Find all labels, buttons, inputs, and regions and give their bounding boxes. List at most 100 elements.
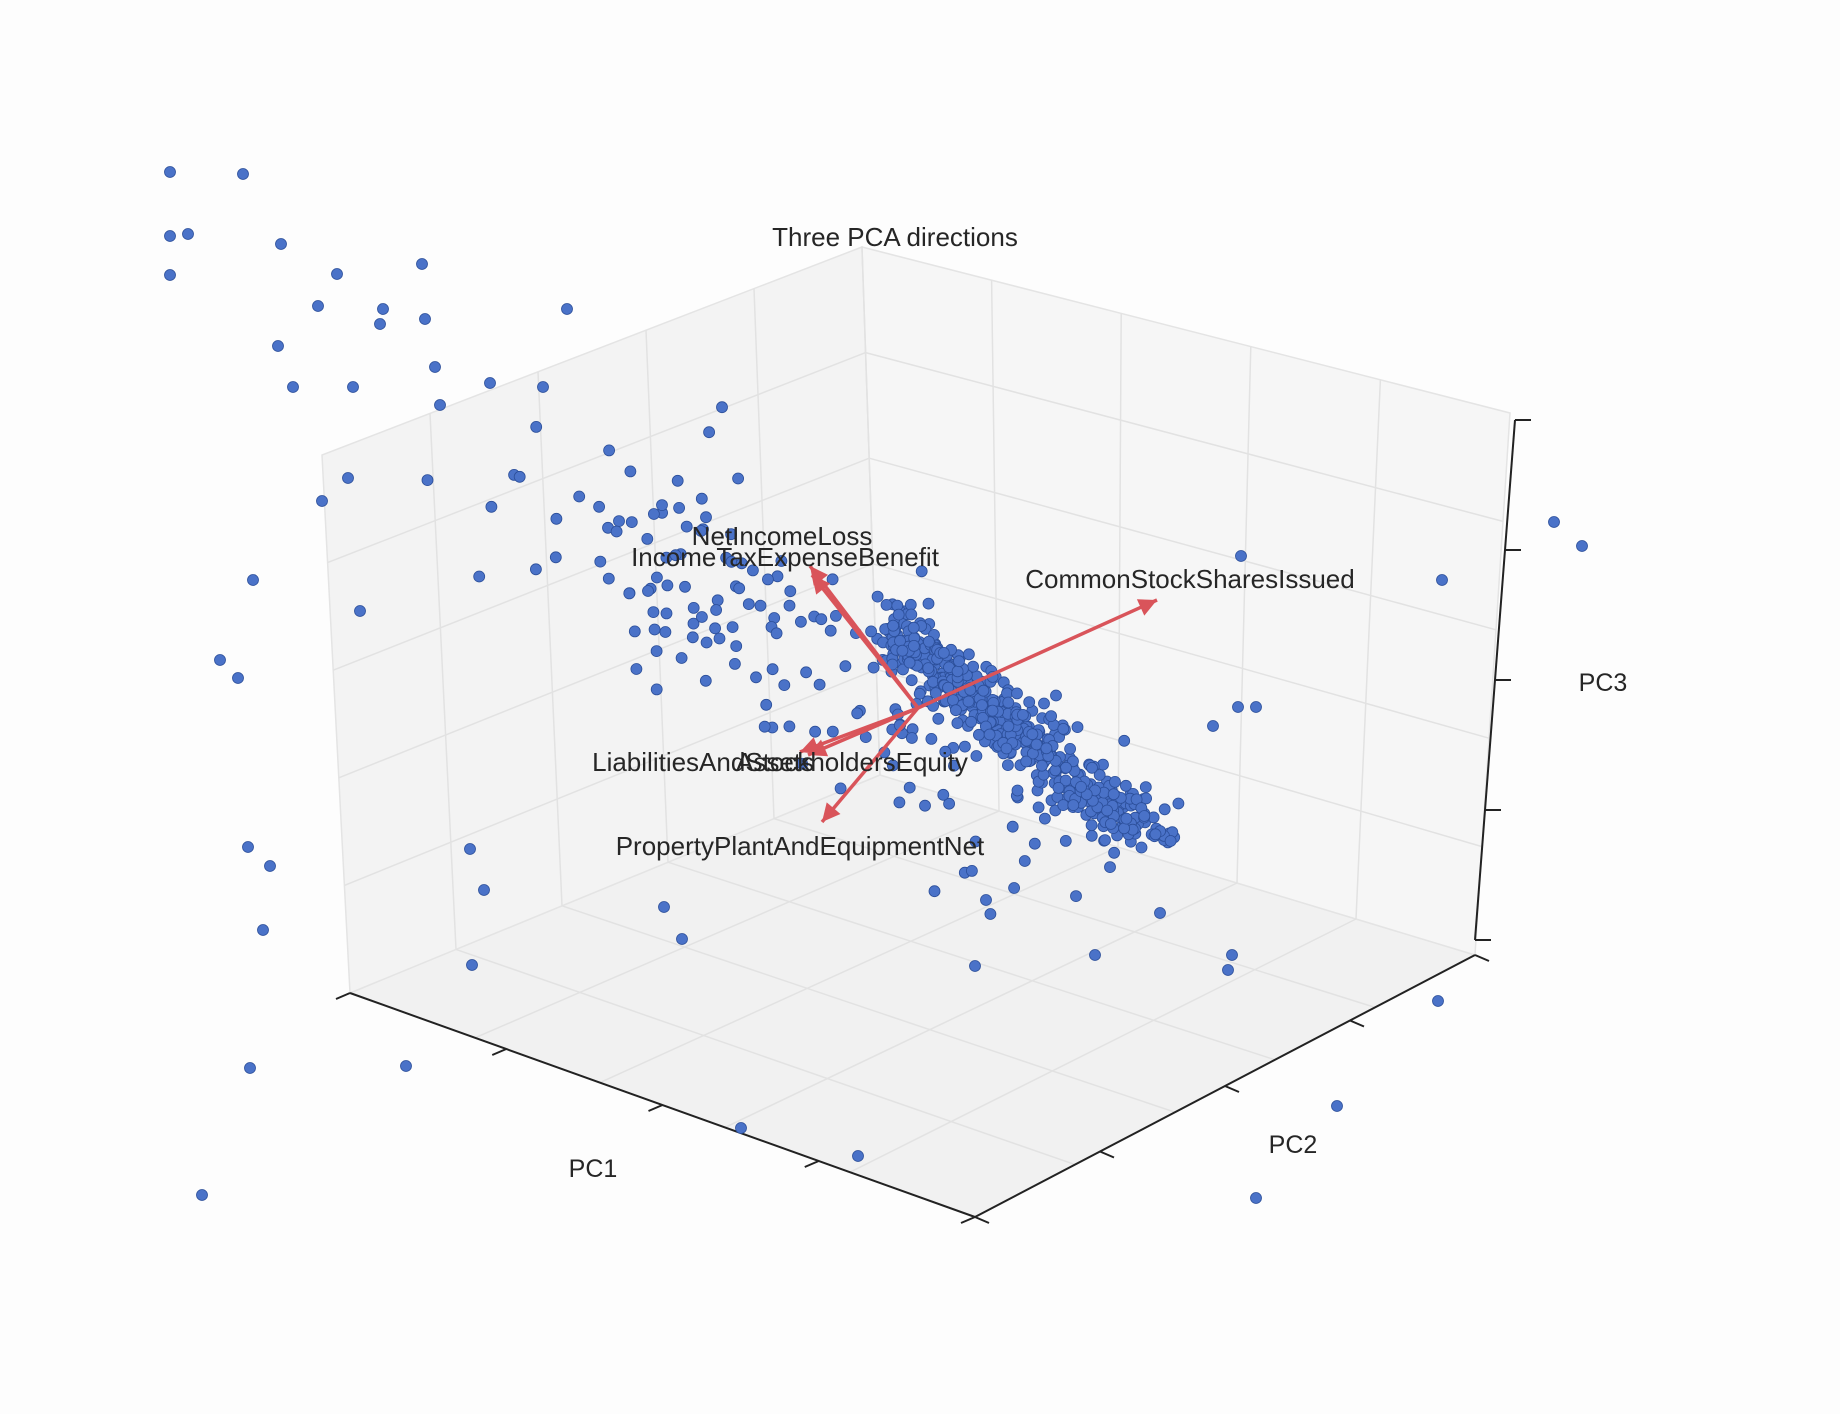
scatter-point (880, 599, 893, 611)
scatter-point (778, 679, 791, 691)
scatter-point (923, 635, 935, 648)
gridline (849, 918, 1357, 1173)
scatter-point (1120, 812, 1133, 825)
scatter-point (830, 610, 842, 622)
scatter-point (725, 528, 737, 541)
scatter-point (937, 647, 950, 659)
scatter-point (1105, 818, 1117, 830)
scatter-point (1057, 723, 1070, 735)
scatter-point (473, 570, 486, 583)
scatter-point (464, 843, 476, 855)
gridline (344, 668, 877, 887)
scatter-point (1207, 720, 1219, 732)
scatter-point (905, 608, 918, 621)
scatter-point (1139, 781, 1152, 793)
scatter-point (976, 699, 988, 711)
scatter-point (603, 444, 615, 457)
scatter-point (824, 624, 837, 637)
x-axis-tick (335, 992, 351, 1000)
scatter-point (795, 615, 807, 628)
scatter-point (1020, 755, 1033, 768)
scatter-point (1023, 696, 1036, 708)
scatter-point (648, 508, 660, 520)
scatter-point (675, 652, 688, 664)
scatter-point (1107, 788, 1120, 801)
y-axis-tick (1099, 1150, 1115, 1159)
scatter-point (687, 617, 700, 630)
pca-direction-vectors (799, 564, 1158, 824)
data-points (164, 166, 1588, 1204)
scatter-point (735, 1122, 747, 1134)
chart-title: Three PCA directions (772, 222, 1018, 252)
scatter-point (713, 632, 726, 645)
vector-arrow-assets (799, 706, 919, 754)
scatter-point (986, 704, 999, 717)
scatter-point (922, 662, 935, 674)
scatter-point (1030, 738, 1043, 751)
scatter-point (1232, 701, 1244, 713)
scatter-point (1064, 743, 1076, 755)
scatter-point (894, 635, 906, 647)
scatter-point (1172, 797, 1185, 810)
scatter-point (1548, 516, 1560, 528)
gridline (724, 882, 1238, 1129)
scatter-point (272, 340, 284, 352)
scatter-point (766, 663, 779, 676)
scatter-point (164, 166, 176, 178)
scatter-point (196, 1189, 208, 1201)
gridline (869, 457, 1497, 631)
scatter-point (316, 495, 328, 507)
scatter-point (374, 318, 386, 330)
scatter-point (711, 594, 724, 607)
gridline (455, 948, 1076, 1166)
scatter-point (1086, 761, 1098, 774)
scatter-point (656, 499, 668, 512)
x-axis-tick (960, 1216, 976, 1224)
scatter-point (1093, 769, 1106, 781)
scatter-point (733, 582, 746, 595)
scatter-point (1250, 701, 1262, 713)
scatter-point (922, 597, 935, 610)
scatter-point (937, 788, 950, 801)
gridline (773, 817, 1376, 1009)
vector-arrow-common-stock-shares-issued (917, 598, 1158, 710)
scatter-point (561, 303, 573, 315)
scatter-point (760, 698, 773, 711)
scatter-point (851, 707, 864, 720)
scatter-point (927, 676, 939, 688)
scatter-point (594, 555, 607, 568)
gridlines (327, 246, 1504, 1173)
scatter-point (951, 717, 964, 729)
vector-arrow-property-plant-and-equipment-net (820, 706, 920, 824)
scatter-point (164, 230, 176, 242)
scatter-point (671, 474, 684, 487)
scatter-point (700, 511, 712, 524)
scatter-point (963, 648, 975, 661)
scatter-point (573, 490, 586, 503)
scatter-point (650, 683, 663, 696)
scatter-point (932, 712, 945, 725)
scatter-point (1576, 540, 1588, 552)
scatter-point (549, 551, 562, 564)
scatter-point (466, 959, 478, 971)
scatter-point (1436, 574, 1448, 586)
scatter-point (716, 401, 728, 414)
scatter-point (896, 644, 909, 657)
y-axis-tick (1349, 1019, 1365, 1028)
gridline (599, 846, 1119, 1084)
scatter-point (1331, 1100, 1343, 1112)
scatter-point (484, 377, 496, 389)
scatter-point (906, 732, 918, 744)
scatter-point (686, 631, 699, 644)
scatter-point (400, 1060, 412, 1072)
scatter-point (1052, 782, 1065, 794)
gridline (865, 351, 1504, 523)
scatter-point (970, 750, 983, 762)
x-axis-label: PC1 (569, 1155, 618, 1183)
scatter-point (602, 572, 615, 585)
scatter-point (1028, 837, 1041, 850)
scatter-point (676, 933, 688, 945)
scatter-point (651, 571, 663, 584)
scatter-point (983, 728, 996, 741)
scatter-point (919, 799, 931, 812)
